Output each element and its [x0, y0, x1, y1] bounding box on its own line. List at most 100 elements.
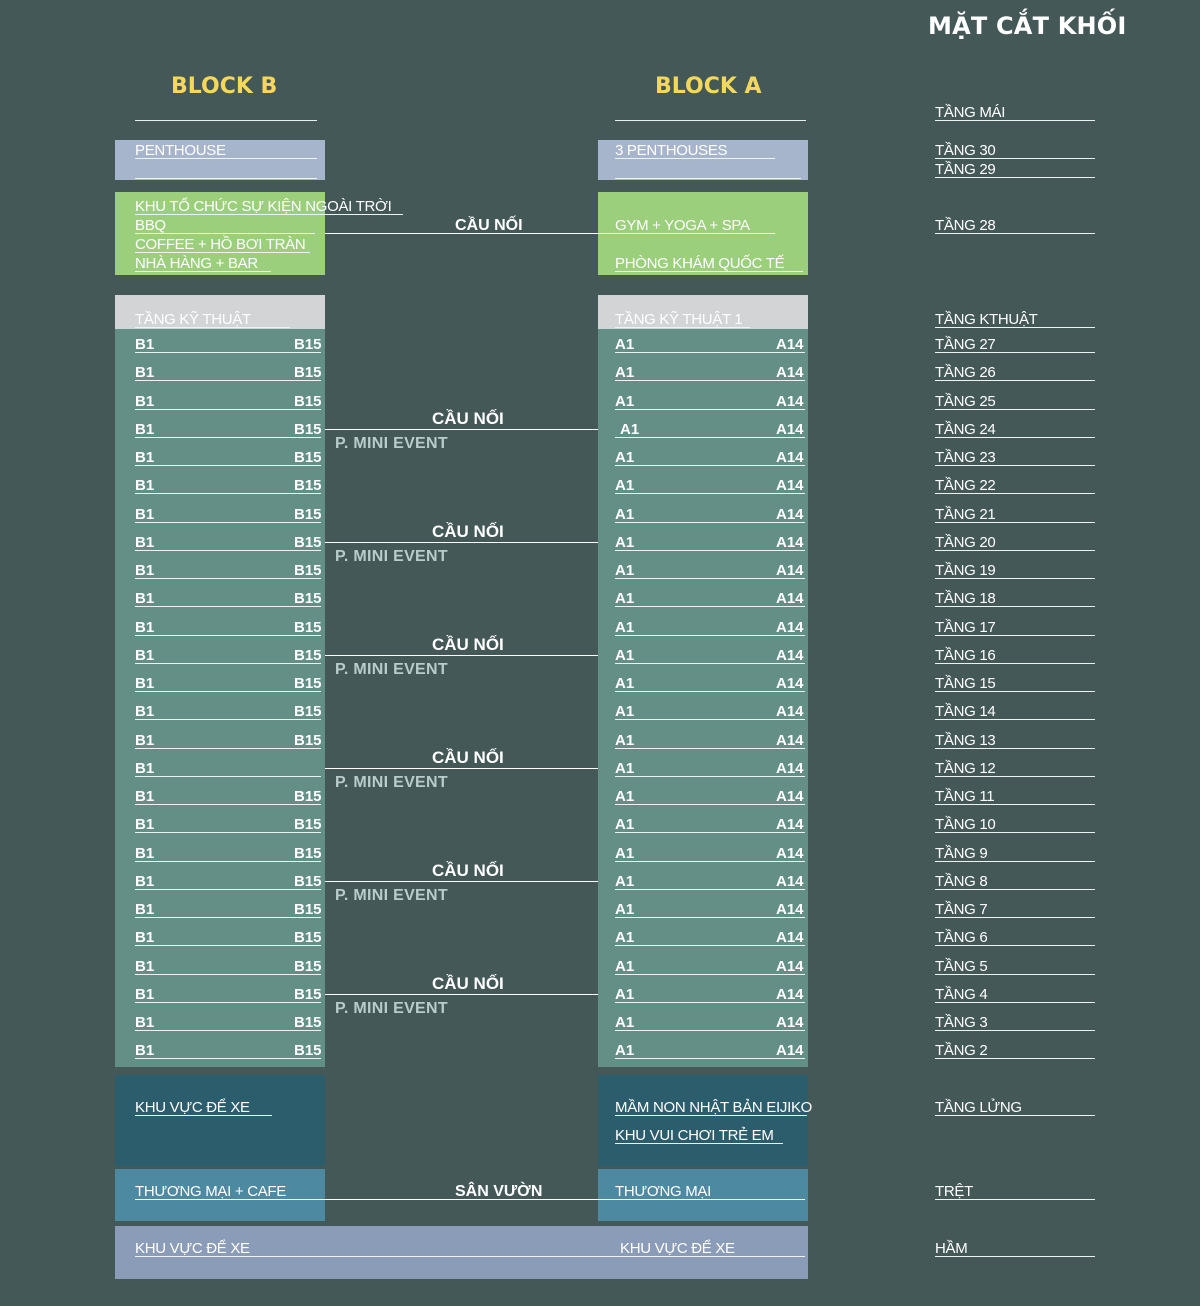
underline: [135, 550, 321, 551]
underline: [615, 271, 803, 272]
block-a-unit-last: A14: [776, 393, 804, 410]
block-a-unit-first: A1: [615, 449, 635, 466]
underline: [615, 522, 805, 523]
block-b-unit-first: B1: [135, 393, 155, 410]
underline: [135, 409, 321, 410]
block-b-unit-last: B15: [294, 562, 322, 579]
underline: [615, 691, 805, 692]
underline: [935, 1058, 1095, 1059]
block-b-amenity-3: COFFEE + HỒ BƠI TRÀN: [135, 236, 306, 253]
level-floor: TẦNG 6: [935, 929, 988, 946]
underline: [135, 178, 317, 179]
block-a-unit-last: A14: [776, 703, 804, 720]
underline: [615, 465, 805, 466]
block-b-unit-first: B1: [135, 562, 155, 579]
block-b-amenity-4: NHÀ HÀNG + BAR: [135, 255, 258, 272]
block-a-unit-last: A14: [776, 873, 804, 890]
underline: [935, 177, 1095, 178]
underline: [615, 1002, 805, 1003]
mini-event-label: P. MINI EVENT: [335, 774, 448, 791]
block-b-penthouse-label: PENTHOUSE: [135, 142, 226, 159]
bridge-label: CẦU NỐI: [432, 974, 504, 993]
block-b-technical-box: [115, 295, 325, 329]
block-b-unit-last: B15: [294, 647, 322, 664]
underline: [615, 945, 805, 946]
underline: [935, 550, 1095, 551]
block-b-amenity-1: KHU TỔ CHỨC SỰ KIỆN NGOÀI TRỜI: [135, 198, 392, 215]
underline: [615, 663, 805, 664]
block-a-unit-first: A1: [615, 873, 635, 890]
block-a-unit-last: A14: [776, 534, 804, 551]
underline: [615, 1058, 805, 1059]
underline: [135, 1058, 321, 1059]
level-29: TẦNG 29: [935, 161, 996, 178]
underline: [135, 158, 317, 159]
block-b-unit-first: B1: [135, 845, 155, 862]
underline: [935, 158, 1095, 159]
block-a-unit-last: A14: [776, 760, 804, 777]
level-30: TẦNG 30: [935, 142, 996, 159]
underline: [135, 861, 321, 862]
level-basement: HẦM: [935, 1240, 968, 1257]
block-a-unit-last: A14: [776, 986, 804, 1003]
level-floor: TẦNG 9: [935, 845, 988, 862]
level-floor: TẦNG 3: [935, 1014, 988, 1031]
underline: [135, 776, 321, 777]
block-a-residential-box: [598, 329, 808, 1067]
underline: [615, 776, 805, 777]
block-b-unit-first: B1: [135, 703, 155, 720]
underline: [135, 945, 321, 946]
level-technical: TẦNG KTHUẬT: [935, 311, 1038, 328]
underline: [135, 606, 321, 607]
block-b-unit-first: B1: [135, 732, 155, 749]
block-a-unit-first: A1: [615, 901, 635, 918]
bridge-line-28: [325, 233, 775, 234]
block-a-amenity-2: PHÒNG KHÁM QUỐC TẾ: [615, 255, 785, 272]
block-b-residential-box: [115, 329, 325, 1067]
mini-event-label: P. MINI EVENT: [335, 661, 448, 678]
underline: [935, 748, 1095, 749]
basement-box: [115, 1226, 808, 1279]
bridge-line: [325, 881, 598, 882]
level-floor: TẦNG 27: [935, 336, 996, 353]
block-b-unit-last: B15: [294, 449, 322, 466]
block-a-unit-last: A14: [776, 816, 804, 833]
block-a-basement-label: KHU VỰC ĐỂ XE: [620, 1240, 735, 1257]
block-a-penthouse-box: [598, 140, 808, 180]
underline: [135, 352, 321, 353]
block-b-unit-last: B15: [294, 958, 322, 975]
level-floor: TẦNG 7: [935, 901, 988, 918]
block-b-unit-last: B15: [294, 336, 322, 353]
mini-event-label: P. MINI EVENT: [335, 887, 448, 904]
block-b-unit-last: B15: [294, 534, 322, 551]
block-a-unit-first: A1: [615, 732, 635, 749]
block-a-unit-first: A1: [615, 816, 635, 833]
bridge-line: [325, 994, 598, 995]
block-b-unit-first: B1: [135, 675, 155, 692]
bridge-label: CẦU NỐI: [432, 635, 504, 654]
block-a-unit-last: A14: [776, 845, 804, 862]
underline: [935, 465, 1095, 466]
underline: [615, 1143, 783, 1144]
underline: [935, 493, 1095, 494]
diagram-title: MẶT CẮT KHỐI: [928, 12, 1127, 40]
block-b-unit-last: B15: [294, 986, 322, 1003]
underline: [935, 889, 1095, 890]
block-b-unit-first: B1: [135, 590, 155, 607]
underline: [135, 271, 271, 272]
block-a-unit-last: A14: [776, 619, 804, 636]
underline: [135, 214, 403, 215]
block-a-unit-first: A1: [615, 590, 635, 607]
block-a-unit-last: A14: [776, 958, 804, 975]
block-a-title-rule: [615, 120, 806, 121]
level-floor: TẦNG 13: [935, 732, 996, 749]
block-a-unit-last: A14: [776, 506, 804, 523]
level-floor: TẦNG 4: [935, 986, 988, 1003]
block-a-unit-first: A1: [615, 393, 635, 410]
underline: [135, 663, 321, 664]
block-a-unit-first: A1: [615, 364, 635, 381]
level-floor: TẦNG 15: [935, 675, 996, 692]
level-28: TẦNG 28: [935, 217, 996, 234]
block-b-unit-last: B15: [294, 703, 322, 720]
